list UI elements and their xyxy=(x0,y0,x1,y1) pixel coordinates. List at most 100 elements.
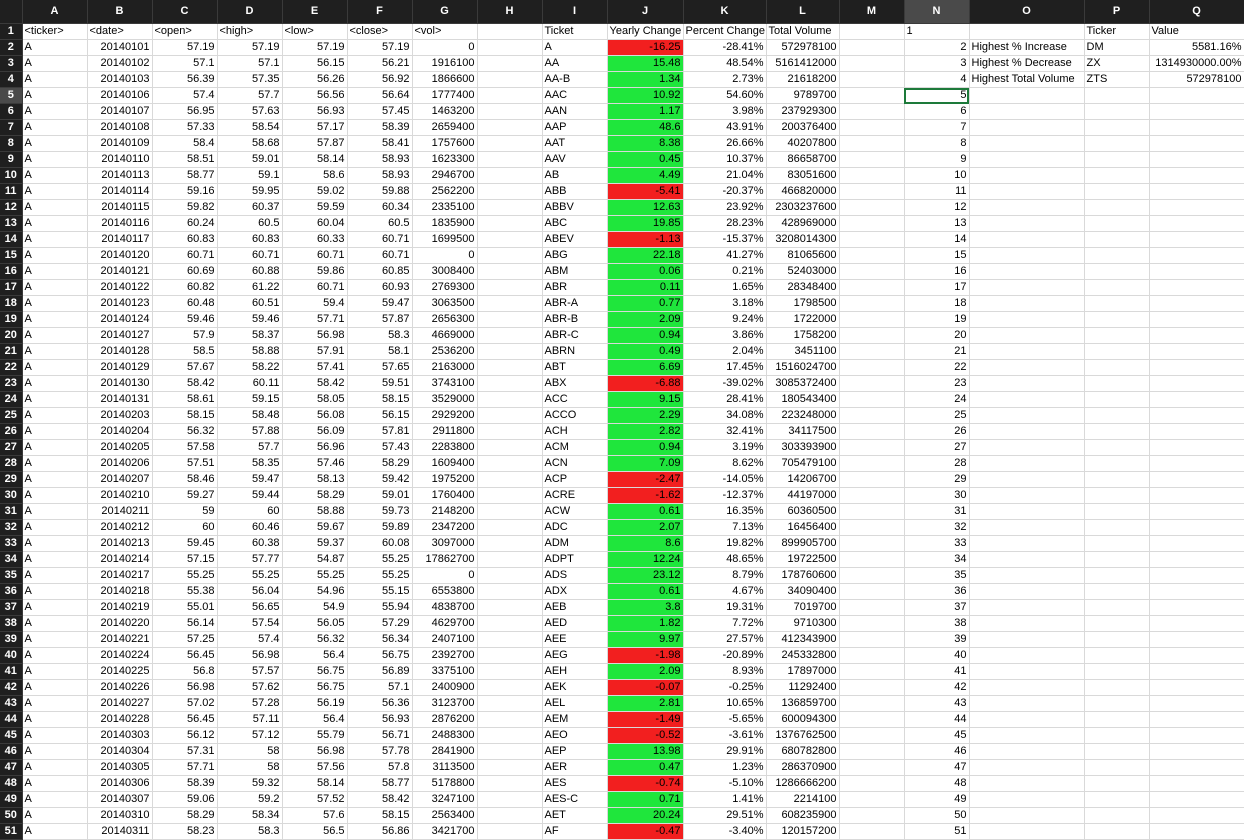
cell-h42[interactable] xyxy=(477,679,543,696)
cell-q26[interactable] xyxy=(1149,423,1244,440)
cell-j43[interactable]: 2.81 xyxy=(607,695,684,712)
cell-k25[interactable]: 34.08% xyxy=(683,407,767,424)
cell-c17[interactable]: 60.82 xyxy=(152,279,218,296)
cell-a7[interactable]: A xyxy=(22,119,88,136)
cell-k2[interactable]: -28.41% xyxy=(683,39,767,56)
cell-g39[interactable]: 2407100 xyxy=(412,631,478,648)
cell-b50[interactable]: 20140310 xyxy=(87,807,153,824)
cell-h31[interactable] xyxy=(477,503,543,520)
cell-k32[interactable]: 7.13% xyxy=(683,519,767,536)
cell-i50[interactable]: AET xyxy=(542,807,608,824)
cell-c10[interactable]: 58.77 xyxy=(152,167,218,184)
cell-p5[interactable] xyxy=(1084,87,1150,104)
cell-f20[interactable]: 58.3 xyxy=(347,327,413,344)
cell-a22[interactable]: A xyxy=(22,359,88,376)
row-header[interactable]: 14 xyxy=(0,231,23,248)
cell-b28[interactable]: 20140206 xyxy=(87,455,153,472)
cell-q47[interactable] xyxy=(1149,759,1244,776)
cell-e44[interactable]: 56.4 xyxy=(282,711,348,728)
cell-g5[interactable]: 1777400 xyxy=(412,87,478,104)
cell-q15[interactable] xyxy=(1149,247,1244,264)
cell-p15[interactable] xyxy=(1084,247,1150,264)
cell-g6[interactable]: 1463200 xyxy=(412,103,478,120)
cell-a13[interactable]: A xyxy=(22,215,88,232)
cell-k10[interactable]: 21.04% xyxy=(683,167,767,184)
cell-j10[interactable]: 4.49 xyxy=(607,167,684,184)
cell-q25[interactable] xyxy=(1149,407,1244,424)
cell-d36[interactable]: 56.04 xyxy=(217,583,283,600)
cell-n44[interactable]: 44 xyxy=(904,711,970,728)
cell-q22[interactable] xyxy=(1149,359,1244,376)
cell-o43[interactable] xyxy=(969,695,1085,712)
cell-d14[interactable]: 60.83 xyxy=(217,231,283,248)
cell-h26[interactable] xyxy=(477,423,543,440)
cell-b13[interactable]: 20140116 xyxy=(87,215,153,232)
cell-m28[interactable] xyxy=(839,455,905,472)
cell-n36[interactable]: 36 xyxy=(904,583,970,600)
cell-b10[interactable]: 20140113 xyxy=(87,167,153,184)
cell-k45[interactable]: -3.61% xyxy=(683,727,767,744)
cell-h13[interactable] xyxy=(477,215,543,232)
cell-k41[interactable]: 8.93% xyxy=(683,663,767,680)
cell-e39[interactable]: 56.32 xyxy=(282,631,348,648)
cell-b29[interactable]: 20140207 xyxy=(87,471,153,488)
cell-k22[interactable]: 17.45% xyxy=(683,359,767,376)
cell-k43[interactable]: 10.65% xyxy=(683,695,767,712)
cell-c6[interactable]: 56.95 xyxy=(152,103,218,120)
cell-f30[interactable]: 59.01 xyxy=(347,487,413,504)
cell-l41[interactable]: 17897000 xyxy=(766,663,840,680)
cell-n30[interactable]: 30 xyxy=(904,487,970,504)
cell-m8[interactable] xyxy=(839,135,905,152)
cell-j23[interactable]: -6.88 xyxy=(607,375,684,392)
cell-i3[interactable]: AA xyxy=(542,55,608,72)
cell-i8[interactable]: AAT xyxy=(542,135,608,152)
cell-m51[interactable] xyxy=(839,823,905,840)
cell-e46[interactable]: 56.98 xyxy=(282,743,348,760)
cell-c31[interactable]: 59 xyxy=(152,503,218,520)
cell-q33[interactable] xyxy=(1149,535,1244,552)
cell-h34[interactable] xyxy=(477,551,543,568)
cell-h20[interactable] xyxy=(477,327,543,344)
cell-c30[interactable]: 59.27 xyxy=(152,487,218,504)
cell-e7[interactable]: 57.17 xyxy=(282,119,348,136)
cell-f12[interactable]: 60.34 xyxy=(347,199,413,216)
cell-o32[interactable] xyxy=(969,519,1085,536)
cell-c38[interactable]: 56.14 xyxy=(152,615,218,632)
cell-i28[interactable]: ACN xyxy=(542,455,608,472)
cell-f7[interactable]: 58.39 xyxy=(347,119,413,136)
cell-d25[interactable]: 58.48 xyxy=(217,407,283,424)
cell-q48[interactable] xyxy=(1149,775,1244,792)
row-header[interactable]: 29 xyxy=(0,471,23,488)
cell-j42[interactable]: -0.07 xyxy=(607,679,684,696)
cell-p29[interactable] xyxy=(1084,471,1150,488)
cell-n27[interactable]: 27 xyxy=(904,439,970,456)
cell-c44[interactable]: 56.45 xyxy=(152,711,218,728)
cell-n4[interactable]: 4 xyxy=(904,71,970,88)
cell-p7[interactable] xyxy=(1084,119,1150,136)
cell-e47[interactable]: 57.56 xyxy=(282,759,348,776)
cell-q41[interactable] xyxy=(1149,663,1244,680)
cell-g44[interactable]: 2876200 xyxy=(412,711,478,728)
cell-n25[interactable]: 25 xyxy=(904,407,970,424)
cell-j11[interactable]: -5.41 xyxy=(607,183,684,200)
cell-f49[interactable]: 58.42 xyxy=(347,791,413,808)
row-header[interactable]: 8 xyxy=(0,135,23,152)
cell-a36[interactable]: A xyxy=(22,583,88,600)
cell-k18[interactable]: 3.18% xyxy=(683,295,767,312)
cell-h3[interactable] xyxy=(477,55,543,72)
cell-g17[interactable]: 2769300 xyxy=(412,279,478,296)
cell-d40[interactable]: 56.98 xyxy=(217,647,283,664)
cell-i22[interactable]: ABT xyxy=(542,359,608,376)
cell-p23[interactable] xyxy=(1084,375,1150,392)
cell-g9[interactable]: 1623300 xyxy=(412,151,478,168)
cell-f25[interactable]: 56.15 xyxy=(347,407,413,424)
cell-p3[interactable]: ZX xyxy=(1084,55,1150,72)
cell-b6[interactable]: 20140107 xyxy=(87,103,153,120)
cell-p51[interactable] xyxy=(1084,823,1150,840)
cell-m37[interactable] xyxy=(839,599,905,616)
cell-c45[interactable]: 56.12 xyxy=(152,727,218,744)
cell-c42[interactable]: 56.98 xyxy=(152,679,218,696)
cell-j24[interactable]: 9.15 xyxy=(607,391,684,408)
cell-e40[interactable]: 56.4 xyxy=(282,647,348,664)
cell-o37[interactable] xyxy=(969,599,1085,616)
